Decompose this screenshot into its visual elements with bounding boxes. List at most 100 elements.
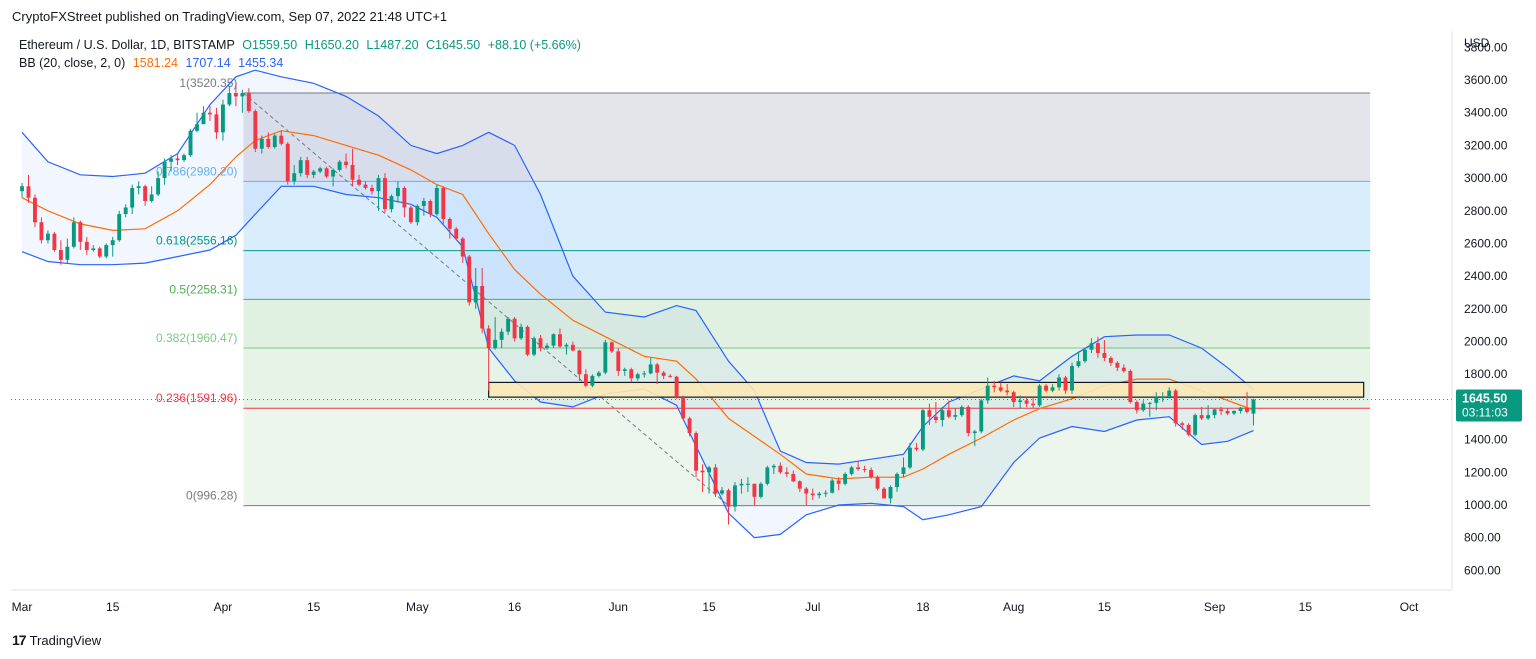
candle-body (933, 416, 938, 421)
candle-body (1219, 409, 1224, 412)
candle-body (104, 245, 109, 257)
candle-body (1193, 415, 1198, 435)
candle-body (499, 331, 504, 340)
candle-body (279, 135, 284, 144)
candle-body (447, 218, 452, 229)
symbol-name[interactable]: Ethereum / U.S. Dollar, 1D, BITSTAMP (19, 38, 235, 52)
candle-body (791, 473, 796, 482)
candle-body (908, 447, 912, 468)
y-tick-label: 3800.00 (1464, 40, 1508, 54)
candle-body (188, 130, 193, 156)
candle-body (901, 467, 906, 474)
candle-body (454, 228, 459, 239)
candle-body (869, 469, 874, 478)
candle-body (272, 135, 277, 148)
candle-body (648, 364, 653, 374)
candle-body (804, 488, 809, 494)
candle-body (350, 165, 355, 180)
candle-body (428, 200, 433, 215)
x-tick-label: Apr (214, 600, 233, 614)
candle-body (1160, 397, 1165, 399)
bb-label[interactable]: BB (20, close, 2, 0) (19, 56, 126, 70)
candle-body (130, 187, 135, 208)
resistance-zone[interactable] (488, 381, 1365, 398)
candle-body (421, 200, 426, 206)
candle-body (97, 248, 102, 257)
y-tick-label: 2200.00 (1464, 302, 1508, 316)
candle-body (1225, 411, 1230, 414)
tradingview-logo-icon[interactable]: 17 (12, 632, 27, 648)
candle-body (220, 104, 225, 133)
candle-body (603, 342, 608, 373)
fib-zone (243, 348, 1371, 409)
candle-body (765, 467, 770, 484)
fib-zone (243, 93, 1371, 182)
candle-body (914, 447, 919, 450)
footer-brand-name[interactable]: TradingView (29, 632, 102, 648)
candle-body (927, 410, 932, 417)
candle-body (771, 465, 776, 468)
candle-body (784, 472, 789, 474)
candle-body (1076, 361, 1081, 367)
candle-body (78, 222, 83, 242)
ohlc-low: L1487.20 (366, 38, 419, 52)
candle-body (1031, 403, 1036, 406)
candle-body (616, 351, 621, 371)
candle-body (195, 124, 199, 131)
candle-body (1108, 357, 1113, 363)
candle-body (201, 112, 206, 125)
bb-lower-value: 1455.34 (238, 56, 284, 70)
candle-body (460, 238, 465, 257)
candle-body (266, 138, 271, 148)
fib-zone (243, 181, 1371, 251)
candle-body (1037, 385, 1042, 406)
candle-body (1063, 377, 1068, 391)
candle-body (493, 339, 498, 349)
y-tick-label: 800.00 (1464, 531, 1501, 545)
footer-brand: 17 TradingView (12, 632, 101, 648)
y-tick-label: 3200.00 (1464, 138, 1508, 152)
candle-body (473, 285, 478, 303)
candle-body (1018, 400, 1023, 403)
x-tick-label: 18 (916, 600, 930, 614)
x-tick-label: Mar (12, 600, 33, 614)
candle-body (71, 222, 76, 247)
bb-fill (22, 70, 1254, 538)
candle-body (985, 385, 990, 401)
candle-body (590, 375, 595, 386)
candle-body (441, 187, 446, 219)
candle-body (65, 246, 70, 260)
bollinger-bands (21, 69, 1254, 539)
candle-body (45, 233, 50, 241)
candle-body (1089, 343, 1094, 350)
candle-body (681, 397, 686, 419)
x-tick-label: Sep (1204, 600, 1226, 614)
candle-body (1044, 385, 1049, 391)
fib-zone (243, 250, 1371, 300)
candle-body (292, 173, 297, 182)
candle-body (558, 334, 562, 347)
y-tick-label: 3400.00 (1464, 106, 1508, 120)
candle-body (577, 350, 582, 375)
current-price-value: 1645.50 (1462, 392, 1507, 406)
candle-body (110, 240, 115, 246)
candle-body (162, 161, 167, 179)
y-tick-label: 1400.00 (1464, 433, 1508, 447)
candle-body (700, 470, 705, 473)
x-tick-label: Jul (805, 600, 820, 614)
candle-body (298, 160, 303, 174)
candle-body (635, 374, 640, 379)
candle-body (1147, 402, 1152, 404)
candle-body (227, 93, 232, 105)
candle-body (1024, 400, 1029, 404)
fib-trend-line (243, 92, 729, 506)
candle-body (959, 406, 964, 416)
candle-body (52, 233, 57, 251)
bb-upper-line (21, 69, 1254, 465)
y-axis-unit: USD (1464, 36, 1490, 50)
x-tick-label: 15 (106, 600, 120, 614)
candle-body (596, 372, 601, 376)
y-tick-label: 2800.00 (1464, 204, 1508, 218)
candle-body (233, 93, 238, 97)
